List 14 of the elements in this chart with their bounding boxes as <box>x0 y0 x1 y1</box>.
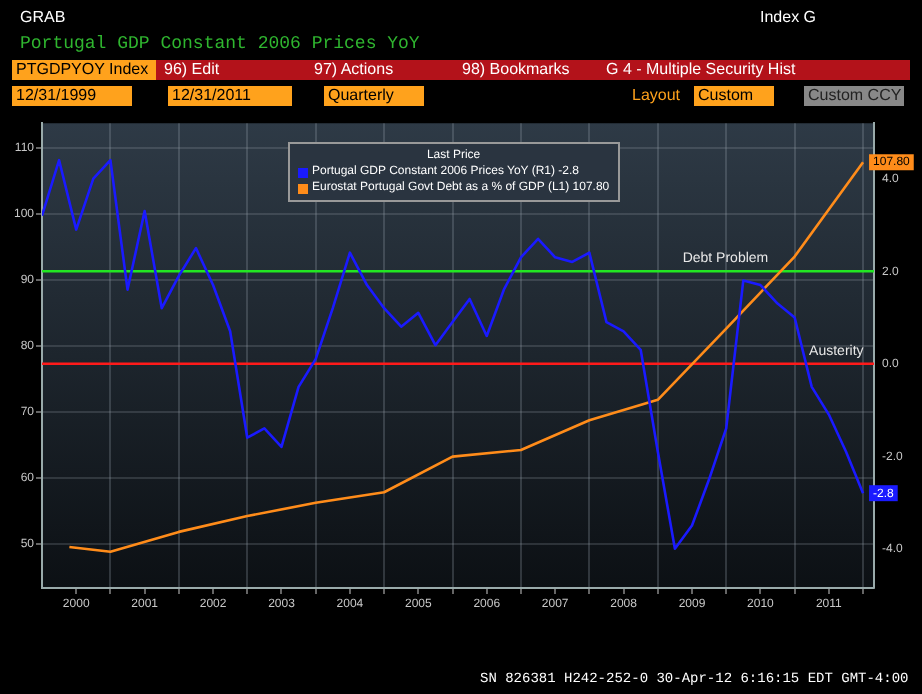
text: Layout <box>632 86 681 106</box>
text: 12/31/2011 <box>168 86 292 106</box>
chart-title: Portugal GDP Constant 2006 Prices YoY <box>20 34 420 54</box>
text: 12/31/1999 <box>12 86 132 106</box>
text: G 4 - Multiple Security Hist <box>598 60 910 80</box>
text: Quarterly <box>324 86 424 106</box>
text: 98) Bookmarks <box>454 60 598 80</box>
text: 97) Actions <box>306 60 454 80</box>
text: Custom CCY <box>804 86 904 106</box>
text: Custom <box>694 86 774 106</box>
text: 96) Edit <box>156 60 306 80</box>
text: PTGDPYOY Index <box>12 60 156 80</box>
text: GRAB <box>20 8 66 28</box>
text: Index G <box>760 8 817 28</box>
